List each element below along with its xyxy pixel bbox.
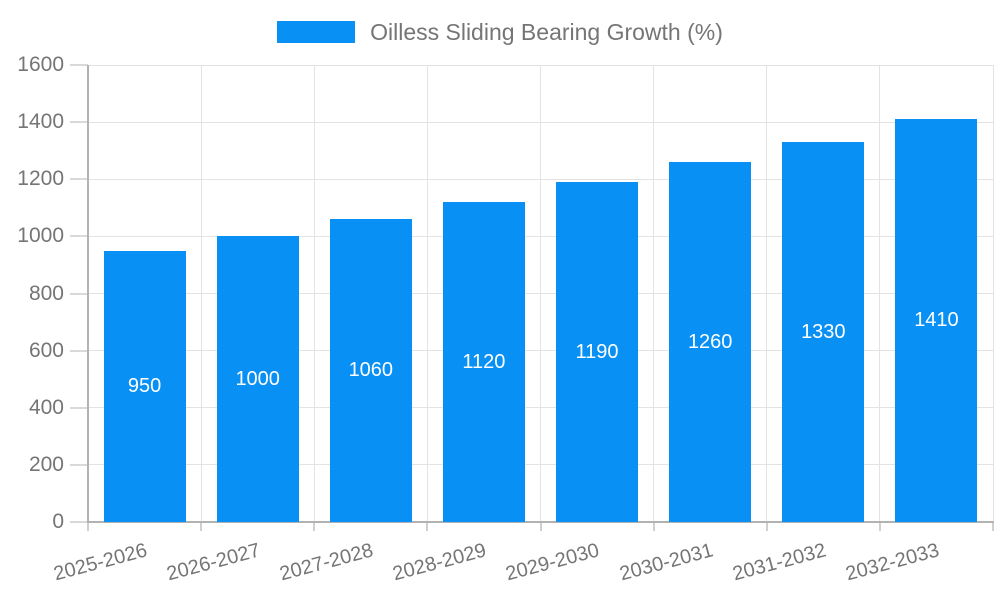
y-axis-tick	[70, 349, 88, 352]
bar: 1410	[895, 119, 978, 522]
x-gridline	[200, 65, 202, 522]
x-axis-tick-label: 2028-2029	[390, 539, 489, 586]
bar-value-label: 1190	[575, 340, 619, 363]
legend-label: Oilless Sliding Bearing Growth (%)	[370, 19, 723, 45]
legend: Oilless Sliding Bearing Growth (%)	[0, 20, 1000, 44]
y-axis-tick	[70, 64, 88, 66]
y-axis-tick-label: 1600	[17, 53, 64, 76]
x-axis-tick-label: 2027-2028	[277, 539, 376, 586]
x-gridline	[426, 65, 428, 522]
y-axis-tick	[70, 235, 88, 238]
bar: 1120	[442, 202, 525, 522]
y-axis-tick-label: 1200	[17, 167, 64, 191]
bar: 1190	[556, 182, 639, 522]
y-axis-tick	[70, 463, 88, 466]
x-gridline	[992, 65, 994, 522]
y-axis-tick	[70, 406, 88, 409]
bar-value-label: 1120	[462, 350, 506, 373]
bar: 950	[103, 250, 186, 522]
x-axis-tick	[765, 522, 768, 531]
x-gridline	[879, 65, 881, 522]
bar-value-label: 1060	[348, 359, 394, 382]
y-axis-line	[87, 65, 89, 522]
bar-value-label: 1330	[801, 320, 846, 343]
x-axis-tick-label: 2031-2032	[730, 539, 829, 586]
y-axis-tick	[70, 178, 88, 181]
x-axis-tick-label: 2030-2031	[616, 539, 716, 586]
y-axis-tick-label: 600	[28, 338, 64, 362]
bar-value-label: 1410	[914, 309, 959, 332]
x-axis-tick	[878, 522, 881, 531]
bar-value-label: 1000	[235, 367, 280, 390]
bar: 1060	[329, 219, 412, 522]
y-axis-tick	[70, 521, 88, 523]
x-axis-tick-label: 2029-2030	[503, 539, 602, 586]
x-axis-tick	[313, 522, 316, 531]
x-axis-tick-label: 2026-2027	[164, 539, 263, 586]
bar: 1330	[782, 142, 865, 522]
bar: 1000	[216, 236, 299, 522]
x-gridline	[766, 65, 768, 522]
x-axis-tick	[992, 522, 994, 531]
y-axis-tick-label: 800	[28, 281, 64, 305]
y-axis-tick-label: 1400	[17, 110, 64, 134]
y-axis-tick-label: 0	[52, 510, 64, 533]
y-axis-tick	[70, 121, 88, 124]
x-axis-tick-label: 2025-2026	[51, 539, 150, 586]
x-axis-tick	[652, 522, 655, 531]
y-axis-tick-label: 400	[28, 395, 64, 419]
y-axis-tick-label: 1000	[17, 224, 64, 248]
bar-value-label: 950	[127, 374, 162, 397]
y-axis-tick-label: 200	[28, 452, 64, 476]
x-axis-line	[87, 521, 994, 523]
legend-swatch-icon	[277, 21, 356, 43]
legend-item[interactable]: Oilless Sliding Bearing Growth (%)	[277, 20, 723, 44]
x-axis-tick-label: 2032-2033	[843, 539, 942, 586]
x-axis-tick	[200, 522, 203, 531]
y-axis-tick	[70, 292, 88, 295]
x-axis-tick	[426, 522, 429, 531]
x-axis-tick	[87, 522, 89, 531]
bar-value-label: 1260	[687, 330, 733, 353]
bar: 1260	[669, 162, 752, 522]
x-gridline	[313, 65, 315, 522]
x-gridline	[540, 65, 541, 522]
x-gridline	[653, 65, 655, 522]
x-axis-tick	[539, 522, 542, 531]
